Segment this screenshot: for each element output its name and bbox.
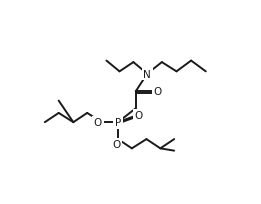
Text: O: O xyxy=(94,118,102,128)
Text: O: O xyxy=(135,111,143,121)
Text: O: O xyxy=(153,87,161,97)
Text: O: O xyxy=(112,140,121,150)
Text: P: P xyxy=(115,118,121,128)
Text: N: N xyxy=(143,69,151,79)
